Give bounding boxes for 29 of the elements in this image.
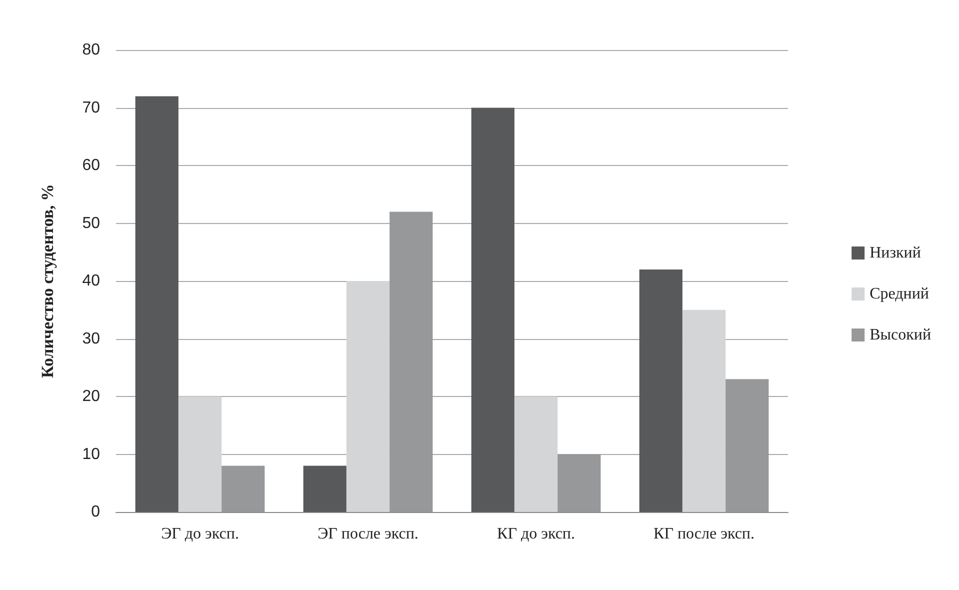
y-tick-label: 70 xyxy=(82,99,100,116)
legend-label: Средний xyxy=(870,286,930,302)
y-tick-label: 0 xyxy=(91,504,100,520)
x-tick-label: КГ после эксп. xyxy=(654,526,754,542)
legend-label: Высокий xyxy=(870,326,932,344)
bar xyxy=(222,466,265,512)
bar xyxy=(135,96,178,512)
y-tick-label: 10 xyxy=(82,446,100,463)
y-tick-label: 40 xyxy=(82,272,100,290)
x-tick-label: ЭГ до эксп. xyxy=(161,526,239,542)
bar xyxy=(390,212,433,512)
bar xyxy=(726,379,769,512)
y-tick-label: 60 xyxy=(82,157,100,174)
bar xyxy=(639,269,682,512)
bar xyxy=(346,281,390,512)
y-tick-label: 20 xyxy=(82,388,100,405)
bar xyxy=(303,466,346,512)
y-axis-title: Количество студентов, % xyxy=(38,184,57,378)
x-tick-label: КГ до эксп. xyxy=(497,526,575,542)
y-tick-label: 50 xyxy=(82,214,100,232)
y-tick-label: 30 xyxy=(82,330,100,348)
bar xyxy=(514,396,558,512)
x-tick-label: ЭГ после эксп. xyxy=(318,526,418,542)
bar xyxy=(558,454,601,512)
y-tick-label: 80 xyxy=(82,42,100,58)
bar xyxy=(682,310,726,512)
bar xyxy=(178,396,222,512)
bar xyxy=(471,108,514,512)
legend-label: Низкий xyxy=(870,244,922,262)
